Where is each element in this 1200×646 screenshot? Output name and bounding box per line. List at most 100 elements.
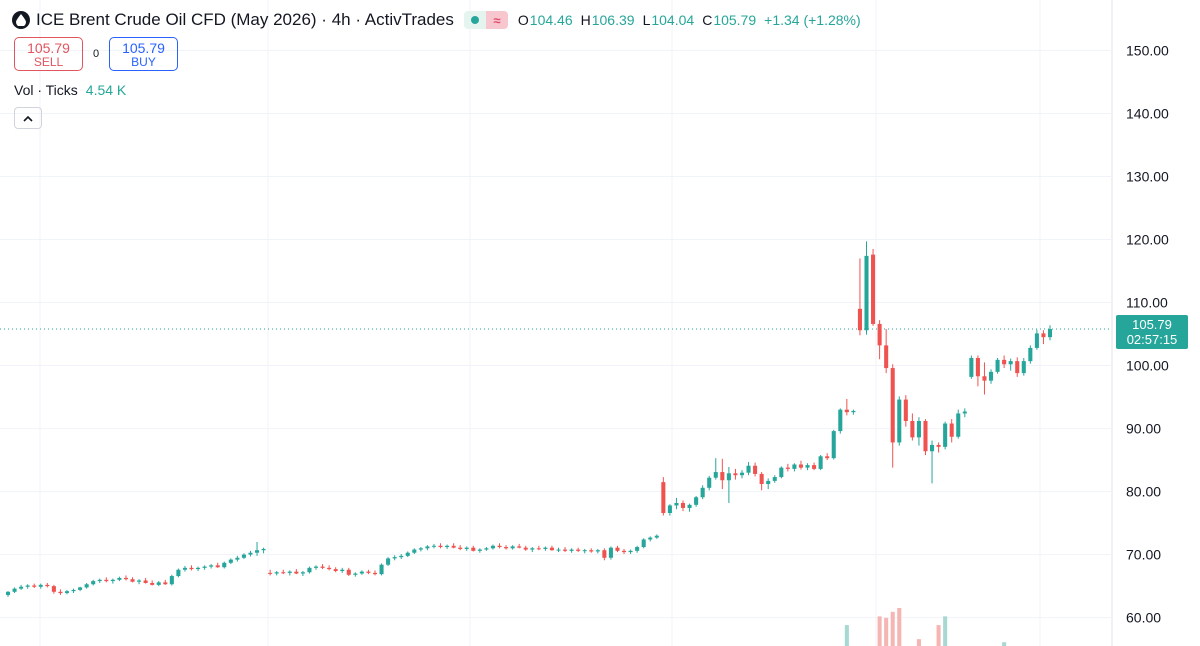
candle-body <box>897 399 902 443</box>
candle <box>1002 355 1007 369</box>
candle <box>346 567 351 577</box>
candle <box>451 543 456 549</box>
status-dot-icon[interactable] <box>463 11 486 29</box>
candle <box>320 564 325 570</box>
low-key: L <box>642 12 651 28</box>
candle-body <box>661 482 666 514</box>
candle-body <box>58 591 63 594</box>
candle <box>281 569 286 575</box>
candle-body <box>595 550 600 552</box>
candle <box>949 419 954 443</box>
candle <box>805 463 810 471</box>
y-tick-label: 70.00 <box>1126 547 1161 563</box>
candle-body <box>884 345 889 369</box>
chevron-up-icon <box>23 115 33 122</box>
volume-bar <box>943 616 948 646</box>
sell-button[interactable]: 105.79 SELL <box>14 37 83 71</box>
candle <box>372 570 378 576</box>
ohlc-values: O 104.46 H 106.39 L 104.04 C 105.79 +1.34 (+… <box>518 12 861 28</box>
candle <box>890 364 895 468</box>
candle <box>431 543 437 549</box>
candle-body <box>772 477 777 481</box>
candle-body <box>235 557 240 560</box>
candle-body <box>412 549 417 553</box>
candle <box>412 548 417 554</box>
candle <box>549 545 554 551</box>
candle <box>464 546 469 551</box>
candle-body <box>713 472 718 478</box>
candle <box>458 545 463 551</box>
candle <box>930 440 935 484</box>
candle-body <box>589 550 594 552</box>
candle-body <box>143 580 148 583</box>
candle <box>477 548 482 553</box>
candle-body <box>988 371 994 381</box>
candle <box>969 355 974 379</box>
candle <box>831 429 836 460</box>
candle-body <box>818 456 823 469</box>
candle <box>1008 358 1013 371</box>
candle-body <box>1034 333 1039 348</box>
candle-body <box>379 564 384 575</box>
candle <box>569 548 574 553</box>
candle-body <box>202 566 207 568</box>
candle-body <box>248 552 253 555</box>
candle-body <box>281 572 286 574</box>
candle <box>680 500 686 512</box>
candle <box>510 545 515 550</box>
candle-body <box>386 558 391 565</box>
candle-body <box>930 444 935 452</box>
candle <box>975 355 980 387</box>
candle <box>582 548 587 554</box>
candle <box>726 467 731 503</box>
candle <box>5 591 11 597</box>
candle <box>64 589 70 595</box>
candle <box>687 503 692 512</box>
candle <box>910 413 915 441</box>
wave-icon[interactable]: ≈ <box>485 11 508 29</box>
y-tick-label: 150.00 <box>1126 42 1169 58</box>
symbol-title[interactable]: ICE Brent Crude Oil CFD (May 2026) · 4h … <box>36 10 454 29</box>
candle <box>19 584 24 590</box>
candle <box>1034 329 1039 350</box>
candle <box>962 408 967 418</box>
candle <box>897 396 902 446</box>
candle <box>241 553 246 560</box>
buy-button[interactable]: 105.79 BUY <box>109 37 178 71</box>
candle <box>1047 325 1053 341</box>
candle <box>163 579 168 585</box>
candle <box>772 475 777 483</box>
candle-body <box>215 565 220 568</box>
candle-body <box>307 567 312 573</box>
candle-body <box>5 591 11 595</box>
candle <box>143 577 148 584</box>
collapse-legend-button[interactable] <box>14 107 42 129</box>
candle <box>635 545 640 553</box>
candle-body <box>530 548 535 550</box>
candle-body <box>556 549 561 551</box>
candle <box>1021 357 1026 376</box>
candle <box>58 589 63 595</box>
candle <box>903 395 908 427</box>
candle-body <box>831 431 836 459</box>
candle <box>576 547 581 553</box>
candle-body <box>51 586 56 592</box>
candle <box>1015 357 1020 377</box>
candle <box>287 570 292 576</box>
candle <box>864 241 869 335</box>
candle <box>156 581 161 587</box>
indicator-toggles[interactable]: ≈ <box>463 11 508 29</box>
candle <box>359 570 364 575</box>
candle <box>130 577 135 583</box>
candle <box>1041 330 1046 345</box>
candle-body <box>71 589 76 592</box>
volume-legend[interactable]: Vol · Ticks 4.54 K <box>14 82 126 98</box>
candle-body <box>563 549 568 551</box>
candle-body <box>458 547 463 549</box>
candle <box>753 462 758 477</box>
candle-body <box>209 565 214 567</box>
candle <box>759 472 764 491</box>
candle-body <box>700 487 705 498</box>
candle-body <box>890 368 895 443</box>
